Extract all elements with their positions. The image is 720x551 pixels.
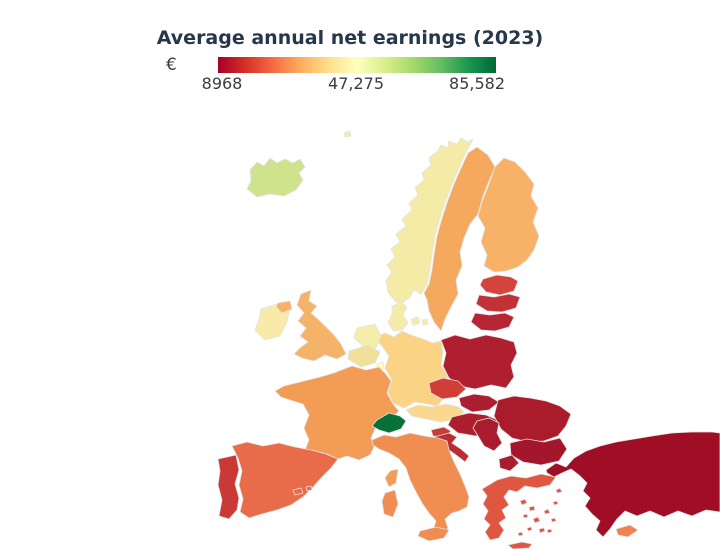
country-greece[interactable]: [481, 473, 557, 541]
page-title: Average annual net earnings (2023): [156, 27, 544, 49]
country-poland[interactable]: [440, 334, 518, 390]
country-cyprus[interactable]: [615, 524, 639, 538]
country-portugal[interactable]: [217, 454, 240, 520]
region-northern-ireland[interactable]: [275, 300, 293, 314]
country-bulgaria[interactable]: [509, 437, 568, 466]
country-north-macedonia[interactable]: [498, 454, 520, 472]
country-finland[interactable]: [477, 157, 540, 273]
currency-unit-label: €: [166, 55, 177, 75]
country-romania[interactable]: [493, 395, 572, 443]
islands-balearic[interactable]: [292, 485, 313, 496]
country-italy[interactable]: [371, 432, 470, 536]
country-denmark[interactable]: [387, 301, 409, 332]
islands-aegean[interactable]: [507, 487, 563, 550]
legend-tick-labels: 8968 47,275 85,582: [0, 74, 720, 94]
country-lithuania[interactable]: [470, 312, 515, 332]
country-slovakia[interactable]: [458, 393, 500, 413]
country-belgium[interactable]: [347, 344, 381, 368]
legend-min-label: 8968: [201, 74, 243, 93]
country-switzerland[interactable]: [371, 412, 407, 434]
island-sardinia[interactable]: [381, 489, 399, 518]
island-corsica[interactable]: [384, 468, 399, 488]
country-norway[interactable]: [385, 137, 474, 304]
country-turkey[interactable]: [545, 431, 720, 538]
country-spain[interactable]: [231, 441, 339, 519]
country-sweden[interactable]: [423, 146, 496, 332]
country-austria[interactable]: [405, 403, 465, 423]
country-netherlands[interactable]: [353, 323, 382, 349]
legend-gradient-bar: [218, 57, 496, 73]
country-estonia[interactable]: [479, 274, 519, 296]
danish-islands[interactable]: [410, 316, 429, 326]
island-sicily[interactable]: [417, 526, 450, 542]
legend-mid-label: 47,275: [328, 74, 384, 93]
country-iceland[interactable]: [246, 157, 306, 198]
legend-max-label: 85,582: [449, 74, 505, 93]
country-czechia[interactable]: [428, 377, 467, 400]
country-latvia[interactable]: [475, 293, 521, 313]
country-united-kingdom[interactable]: [293, 289, 347, 362]
island-jan-mayen[interactable]: [343, 130, 352, 138]
country-serbia[interactable]: [472, 417, 503, 452]
